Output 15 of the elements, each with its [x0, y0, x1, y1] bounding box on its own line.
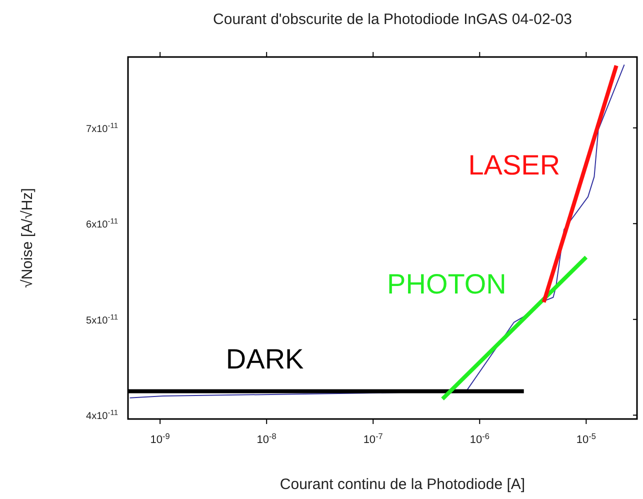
y-tick-label: 6x10$^{-11}$ [86, 216, 118, 231]
y-tick-label: 4x10$^{-11}$ [86, 408, 118, 422]
y-axis-title: √Noise [A/√Hz] [19, 188, 36, 288]
series-label: LASER [468, 149, 560, 180]
x-tick-label: 10$^{-5}$ [576, 432, 596, 446]
series-label: DARK [226, 344, 304, 375]
y-tick-label: 7x10$^{-11}$ [86, 120, 118, 135]
x-tick-label: 10$^{-6}$ [470, 432, 490, 446]
y-tick-label: 5x10$^{-11}$ [86, 312, 118, 326]
x-axis-title: Courant continu de la Photodiode [A] [280, 476, 526, 493]
x-tick-label: 10$^{-8}$ [256, 432, 277, 446]
x-tick-label: 10$^{-9}$ [150, 432, 170, 446]
x-tick-label: 10$^{-7}$ [363, 432, 384, 446]
chart-title: Courant d'obscurite de la Photodiode InGAS 04-02-03 [213, 11, 572, 28]
series-label: PHOTON [387, 268, 506, 300]
